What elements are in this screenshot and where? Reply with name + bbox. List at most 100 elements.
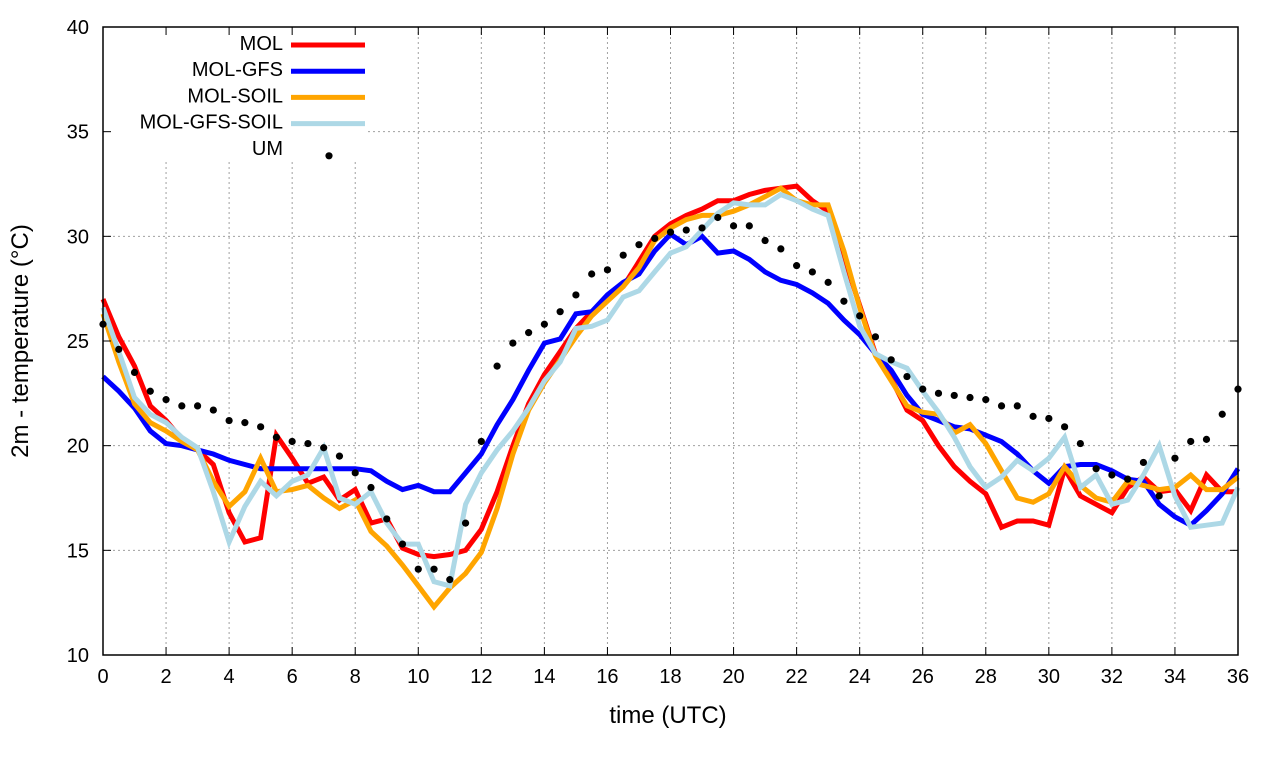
data-point-um: [1171, 454, 1179, 462]
data-point-um: [871, 333, 880, 341]
line-mol: [100, 183, 1238, 560]
data-point-um: [572, 291, 580, 299]
data-point-um: [209, 406, 217, 414]
x-tick-label: 10: [407, 666, 429, 688]
x-tick-label: 4: [224, 666, 235, 688]
axis-ticks: 0 2 4 6 8 10 12 14 16 18 20 22 24 26 28 30 32 34 361015202…: [67, 17, 1249, 688]
y-tick-label: 20: [67, 436, 89, 458]
line-mol-gfs-soil: [100, 191, 1241, 590]
legend: MOL MOL-GFS MOL-SOIL MOL-GFS-SOIL UM: [104, 28, 366, 162]
x-tick-label: 22: [785, 666, 807, 688]
y-tick-label: 30: [67, 226, 89, 248]
data-point-um: [761, 236, 769, 245]
x-tick-label: 16: [596, 666, 618, 688]
x-tick-label: 28: [975, 666, 997, 688]
data-point-um: [950, 391, 958, 400]
data-point-um: [997, 402, 1006, 410]
data-point-um: [367, 483, 375, 492]
data-point-um: [714, 213, 722, 222]
x-tick-label: 32: [1101, 666, 1123, 688]
data-point-um: [682, 226, 690, 234]
data-point-um: [666, 228, 675, 236]
x-axis-label: time (UTC): [609, 702, 726, 729]
data-point-um: [193, 402, 202, 410]
data-point-um: [588, 270, 596, 278]
data-point-um: [241, 419, 249, 427]
x-tick-label: 26: [912, 666, 934, 688]
x-tick-label: 12: [470, 666, 492, 688]
data-point-um: [856, 312, 864, 320]
legend-label-um: UM: [252, 138, 283, 160]
data-point-um: [887, 356, 895, 364]
data-point-um: [840, 297, 848, 305]
data-point-um: [903, 372, 911, 381]
data-point-um: [1029, 412, 1037, 420]
data-point-um: [446, 576, 454, 584]
x-tick-label: 14: [533, 666, 555, 688]
data-point-um: [1139, 458, 1148, 467]
data-point-um: [793, 262, 801, 270]
data-point-um: [288, 437, 296, 446]
data-point-um: [556, 308, 564, 316]
x-tick-label: 8: [350, 666, 361, 688]
data-point-um: [477, 437, 485, 446]
data-point-um: [745, 222, 753, 230]
data-point-um: [919, 385, 927, 393]
data-point-um: [414, 565, 422, 573]
legend-label-mol-gfs: MOL-GFS: [192, 59, 283, 81]
data-point-um: [493, 362, 501, 370]
x-tick-label: 36: [1227, 666, 1249, 688]
data-point-um: [461, 519, 470, 527]
y-tick-label: 25: [67, 331, 89, 353]
data-point-um: [603, 266, 612, 274]
data-point-um: [1092, 465, 1100, 473]
data-point-um: [398, 540, 407, 548]
y-tick-label: 35: [67, 122, 89, 144]
data-point-um: [1108, 471, 1116, 479]
data-point-um: [1045, 414, 1053, 423]
data-point-um: [982, 396, 990, 404]
y-tick-label: 15: [67, 540, 89, 562]
data-point-um: [1076, 439, 1084, 448]
data-point-um: [729, 222, 738, 230]
data-point-um: [1013, 402, 1021, 410]
data-point-um: [257, 423, 265, 431]
legend-label-mol-soil: MOL-SOIL: [187, 85, 283, 107]
data-point-um: [509, 339, 517, 347]
data-point-um: [146, 387, 154, 395]
data-point-um: [651, 234, 659, 243]
series-mol: [100, 183, 1238, 560]
data-point-um: [225, 416, 233, 425]
data-point-um: [824, 278, 832, 286]
y-tick-label: 40: [67, 17, 89, 39]
x-tick-label: 30: [1038, 666, 1060, 688]
x-tick-label: 24: [849, 666, 871, 688]
legend-label-mol: MOL: [240, 33, 283, 55]
data-point-um: [1187, 437, 1195, 446]
data-point-um: [777, 245, 785, 253]
data-point-um: [698, 224, 706, 232]
x-tick-label: 34: [1164, 666, 1186, 688]
data-point-um: [162, 396, 170, 404]
data-point-um: [383, 515, 391, 523]
y-tick-label: 10: [67, 645, 89, 667]
data-point-um: [540, 320, 548, 328]
line-mol-soil: [100, 185, 1240, 611]
x-tick-label: 20: [722, 666, 744, 688]
data-point-um: [304, 439, 312, 448]
legend-label-mol-gfs-soil: MOL-GFS-SOIL: [140, 112, 283, 134]
data-point-um: [115, 345, 123, 353]
data-point-um: [1124, 475, 1132, 483]
legend-marker-um: [325, 152, 333, 160]
series-mol-gfs-soil: [100, 191, 1241, 590]
data-point-um: [1202, 435, 1211, 443]
data-point-um: [351, 469, 359, 477]
data-point-um: [635, 241, 643, 249]
data-point-um: [272, 433, 281, 441]
grid: [103, 27, 1238, 655]
data-point-um: [619, 251, 627, 259]
x-tick-label: 0: [97, 666, 108, 688]
data-point-um: [430, 565, 438, 573]
series-mol-soil: [100, 185, 1240, 611]
